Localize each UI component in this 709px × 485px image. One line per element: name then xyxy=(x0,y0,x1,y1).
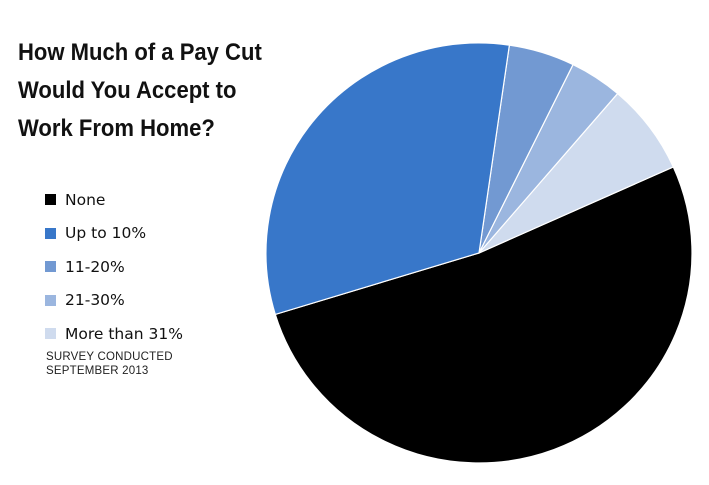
legend-label: None xyxy=(65,190,106,209)
legend-swatch-21-30 xyxy=(45,294,56,306)
legend-swatch-11-20 xyxy=(45,261,56,273)
legend-label: 21-30% xyxy=(65,291,125,310)
footnote-line: SEPTEMBER 2013 xyxy=(46,365,149,377)
footnote-line: SURVEY CONDUCTED xyxy=(46,351,173,363)
legend-item-up-to-10: Up to 10% xyxy=(45,217,183,251)
legend-swatch-none xyxy=(45,194,56,206)
survey-footnote: SURVEY CONDUCTED SEPTEMBER 2013 xyxy=(46,350,173,378)
legend-item-11-20: 11-20% xyxy=(45,250,183,284)
legend-item-more-than-31: More than 31% xyxy=(45,317,183,351)
legend-item-none: None xyxy=(45,183,183,217)
chart-title: How Much of a Pay Cut Would You Accept t… xyxy=(18,34,288,148)
chart-legend: None Up to 10% 11-20% 21-30% More than 3… xyxy=(45,183,183,351)
legend-swatch-up-to-10 xyxy=(45,227,56,239)
pie-slice-up-to-10 xyxy=(265,42,511,316)
legend-label: 11-20% xyxy=(65,257,125,276)
pie-slice-none xyxy=(274,166,693,464)
legend-swatch-more-than-31 xyxy=(45,328,56,340)
chart-title-line: Work From Home? xyxy=(18,115,215,142)
legend-label: Up to 10% xyxy=(65,224,147,243)
chart-title-line: How Much of a Pay Cut xyxy=(18,39,262,66)
chart-title-line: Would You Accept to xyxy=(18,77,237,104)
legend-label: More than 31% xyxy=(65,324,183,343)
legend-item-21-30: 21-30% xyxy=(45,284,183,318)
